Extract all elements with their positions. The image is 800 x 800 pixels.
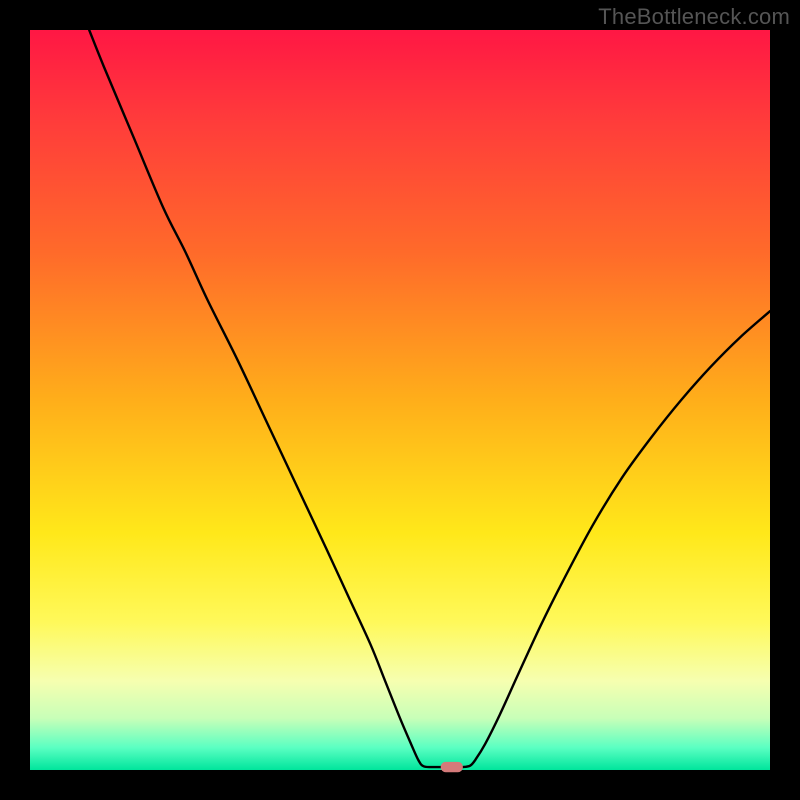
watermark-label: TheBottleneck.com [598,4,790,30]
bottleneck-chart [0,0,800,800]
optimal-marker [441,762,463,772]
plot-background [30,30,770,770]
chart-container: TheBottleneck.com [0,0,800,800]
